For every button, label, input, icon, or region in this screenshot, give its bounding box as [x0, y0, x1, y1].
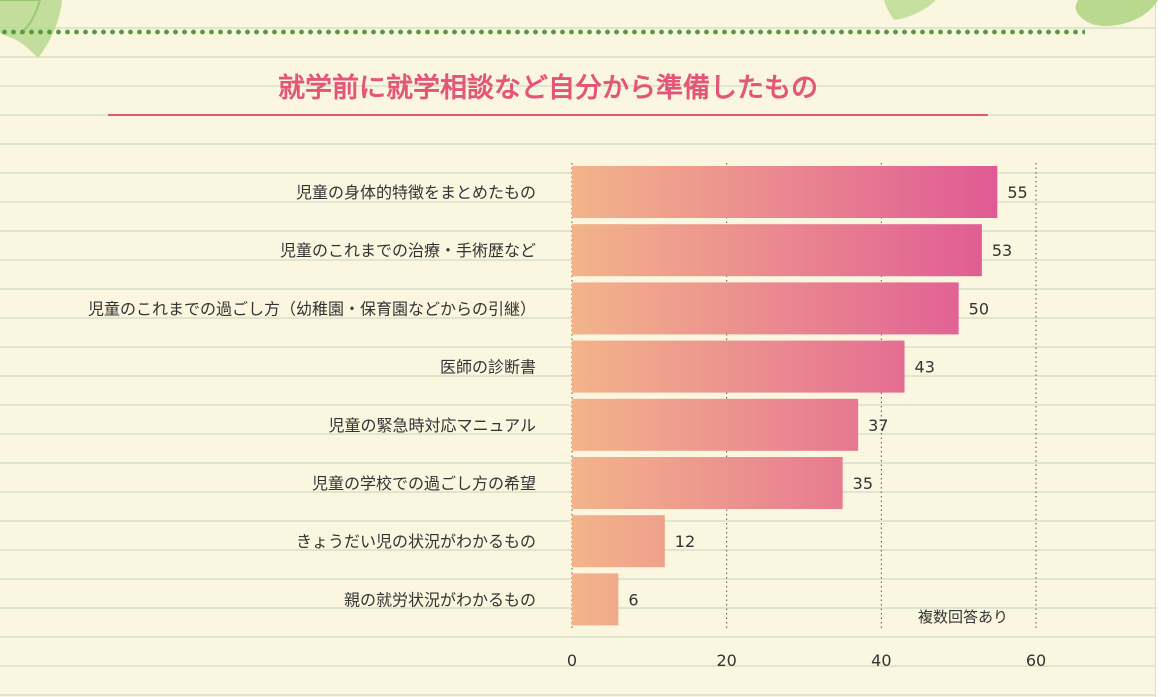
- dotted-divider: [0, 28, 1085, 36]
- bar: [572, 573, 619, 626]
- value-label: 53: [992, 241, 1012, 260]
- leaf-decoration-mid: [884, 0, 936, 20]
- x-tick-label: 0: [567, 651, 577, 670]
- value-label: 6: [628, 590, 638, 609]
- category-label: 児童の緊急時対応マニュアル: [328, 416, 536, 435]
- category-label: きょうだい児の状況がわかるもの: [296, 532, 536, 551]
- value-label: 37: [868, 416, 888, 435]
- x-tick-label: 20: [716, 651, 736, 670]
- bar: [572, 457, 843, 509]
- bar: [572, 282, 959, 335]
- bar: [572, 224, 982, 277]
- category-labels: 児童の身体的特徴をまとめたもの児童のこれまでの治療・手術歴など児童のこれまでの過…: [88, 183, 536, 609]
- x-tick-label: 40: [871, 651, 891, 670]
- x-tick-label: 60: [1026, 651, 1046, 670]
- value-label: 35: [853, 474, 873, 493]
- category-label: 児童の身体的特徴をまとめたもの: [296, 183, 536, 202]
- leaf-decoration-right: [1075, 0, 1158, 27]
- bar: [572, 166, 998, 218]
- category-label: 児童のこれまでの治療・手術歴など: [280, 241, 536, 260]
- bar: [572, 398, 859, 451]
- value-labels: 55 53 50 43 37 35 12 6: [628, 183, 1027, 609]
- value-label: 50: [969, 299, 989, 318]
- bar: [572, 515, 665, 568]
- right-edge-strip: [1155, 0, 1170, 697]
- chart-title: 就学前に就学相談など自分から準備したもの: [278, 73, 818, 104]
- category-label: 児童のこれまでの過ごし方（幼稚園・保育園などからの引継）: [88, 299, 536, 318]
- value-label: 55: [1007, 183, 1027, 202]
- value-label: 12: [675, 532, 695, 551]
- bars: [572, 166, 998, 626]
- bar: [572, 340, 905, 393]
- x-axis-ticks: 0 20 40 60: [567, 651, 1046, 670]
- multiple-answers-note: 複数回答あり: [918, 608, 1009, 626]
- category-label: 児童の学校での過ごし方の希望: [312, 474, 536, 493]
- title-underline: [108, 114, 988, 116]
- category-label: 医師の診断書: [440, 358, 536, 377]
- category-label: 親の就労状況がわかるもの: [344, 590, 536, 609]
- value-label: 43: [915, 358, 935, 377]
